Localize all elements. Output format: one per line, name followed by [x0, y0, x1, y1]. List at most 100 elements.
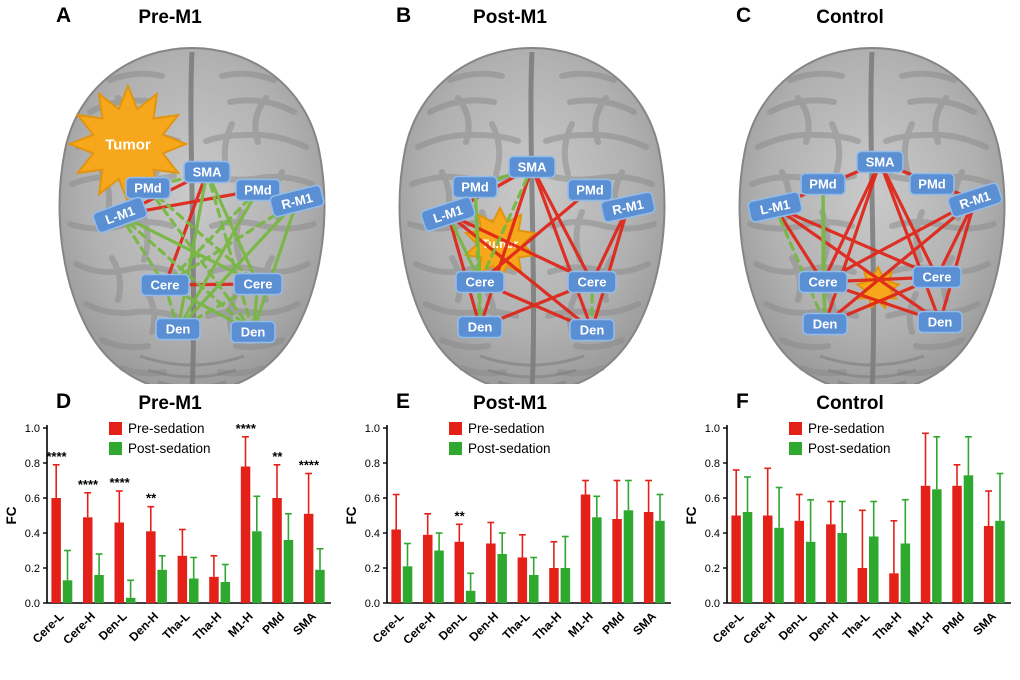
x-tick-label: SMA [970, 609, 999, 638]
node-label-den_r: Den [580, 323, 605, 338]
y-tick-label: 1.0 [705, 423, 720, 435]
panel-letter-b: B [396, 4, 412, 27]
node-label-pmd_r: PMd [918, 177, 946, 192]
legend: Pre-sedation Post-sedation [109, 421, 211, 456]
bar [402, 566, 413, 604]
panel-a-header: A Pre-M1 [0, 4, 340, 32]
cerebellum-folia [139, 354, 245, 384]
legend-swatch [789, 442, 802, 455]
edge-sma-cere_r [530, 165, 594, 284]
legend-label: Post-sedation [808, 441, 891, 456]
brain-panels-row: A Pre-M1 Tumor SMA PMd PMd L-M1 R-M1 Cere Cere D… [0, 4, 1006, 384]
node-label-cere_l: Cere [151, 278, 180, 293]
bar [932, 489, 942, 604]
node-label-cere_l: Cere [466, 275, 495, 290]
edge-pmd_l-den_r [146, 186, 255, 334]
bar [560, 568, 571, 603]
bar [623, 510, 634, 604]
node-label-cere_l: Cere [809, 275, 838, 290]
bar-chart-control: 0.0 0.2 0.4 0.6 0.8 1.0 FC Cere-LCere-HDen-LDen… [685, 421, 1011, 647]
node-label-cere_r: Cere [578, 275, 607, 290]
edge-m1_r-den_r [938, 198, 977, 324]
connectivity-edges [446, 165, 630, 332]
panel-title-e: Post-M1 [473, 393, 547, 414]
bars-pre-sedation [51, 435, 314, 604]
edge-sma-cere_r [205, 170, 260, 286]
edge-sma-cere_l [478, 165, 534, 284]
bar [209, 576, 219, 604]
x-tick-label: Tha-H [870, 609, 904, 643]
edge-m1_l-cere_l [773, 205, 825, 284]
y-tick-label: 0.6 [705, 493, 720, 505]
bar [517, 557, 528, 603]
legend-label: Post-sedation [468, 441, 551, 456]
x-tick-label: SMA [630, 609, 659, 638]
bar-chart-pre-m1: 0.00.20.40.60.81.0FC******** ************… [5, 421, 331, 647]
bar [157, 569, 167, 604]
edge-sma-den_l [478, 165, 534, 329]
bar [252, 531, 262, 604]
bar [995, 520, 1005, 604]
bar [486, 543, 496, 603]
node-label-sma: SMA [518, 160, 548, 175]
x-tick-label: Tha-H [190, 609, 224, 643]
bar [869, 536, 879, 603]
y-tick-label: 1.0 [25, 423, 40, 435]
bar [434, 550, 444, 603]
node-pmd_r: PMd [909, 172, 955, 196]
edge-m1_l-den_r [446, 212, 594, 332]
significance-stars: **** [46, 449, 67, 464]
panel-b-header: B Post-M1 [340, 4, 680, 32]
x-tick-label: PMd [600, 609, 628, 637]
panel-title-d: Pre-M1 [138, 393, 202, 414]
bar [465, 590, 476, 604]
node-m1_r: R-M1 [600, 191, 656, 223]
bar-chart-post-m1: 0.0 0.2 0.4 0.6 0.8 1.0 FC ** Cere-LCere-HDen-LD… [345, 421, 671, 647]
panel-letter-e: E [396, 390, 411, 413]
edge-m1_r-den_r [590, 205, 630, 332]
x-tick-label: M1-H [565, 609, 596, 640]
significance-stars: ** [272, 449, 283, 464]
legend: Pre-sedation Post-sedation [789, 421, 891, 456]
bar [497, 554, 507, 603]
panel-e-header: E Post-M1 [340, 390, 680, 418]
x-tick-label: Tha-L [840, 609, 873, 642]
panel-title-a: Pre-M1 [138, 7, 202, 28]
node-pmd_r: PMd [235, 178, 281, 202]
edge-sma-cere_r [878, 160, 939, 279]
bar [529, 575, 539, 603]
node-pmd_l: PMd [800, 172, 846, 196]
node-cere_r: Cere [912, 265, 962, 289]
x-tick-label: Cere-H [400, 609, 438, 647]
y-tick-label: 0.0 [365, 598, 380, 610]
bar [125, 597, 136, 604]
legend-label: Pre-sedation [468, 421, 545, 436]
node-m1_l: L-M1 [747, 191, 803, 223]
significance-stars: ** [146, 491, 157, 506]
bar [146, 531, 156, 604]
node-label-den_r: Den [241, 325, 266, 340]
y-tick-label: 0.4 [705, 528, 720, 540]
node-den_l: Den [155, 317, 201, 341]
node-label-sma: SMA [866, 155, 896, 170]
legend-swatch [109, 442, 122, 455]
bar [731, 515, 741, 603]
edge-m1_r-den_l [823, 198, 977, 326]
bar [952, 485, 962, 604]
node-label-cere_r: Cere [244, 277, 273, 292]
panel-letter-c: C [736, 4, 752, 27]
node-label-m1_l: L-M1 [759, 197, 792, 218]
bar [240, 466, 251, 603]
bar [423, 534, 433, 604]
longitudinal-fissure [868, 51, 877, 384]
node-den_l: Den [802, 312, 848, 336]
y-tick-label: 0.2 [365, 563, 380, 575]
panel-f-chart-control: F Control 0.0 0.2 0.4 0.6 0.8 1.0 FC Cere-L Cere… [680, 384, 1020, 673]
y-tick-label: 0.8 [365, 458, 380, 470]
node-cere_l: Cere [798, 270, 848, 294]
node-label-cere_r: Cere [923, 270, 952, 285]
bar [963, 475, 974, 604]
